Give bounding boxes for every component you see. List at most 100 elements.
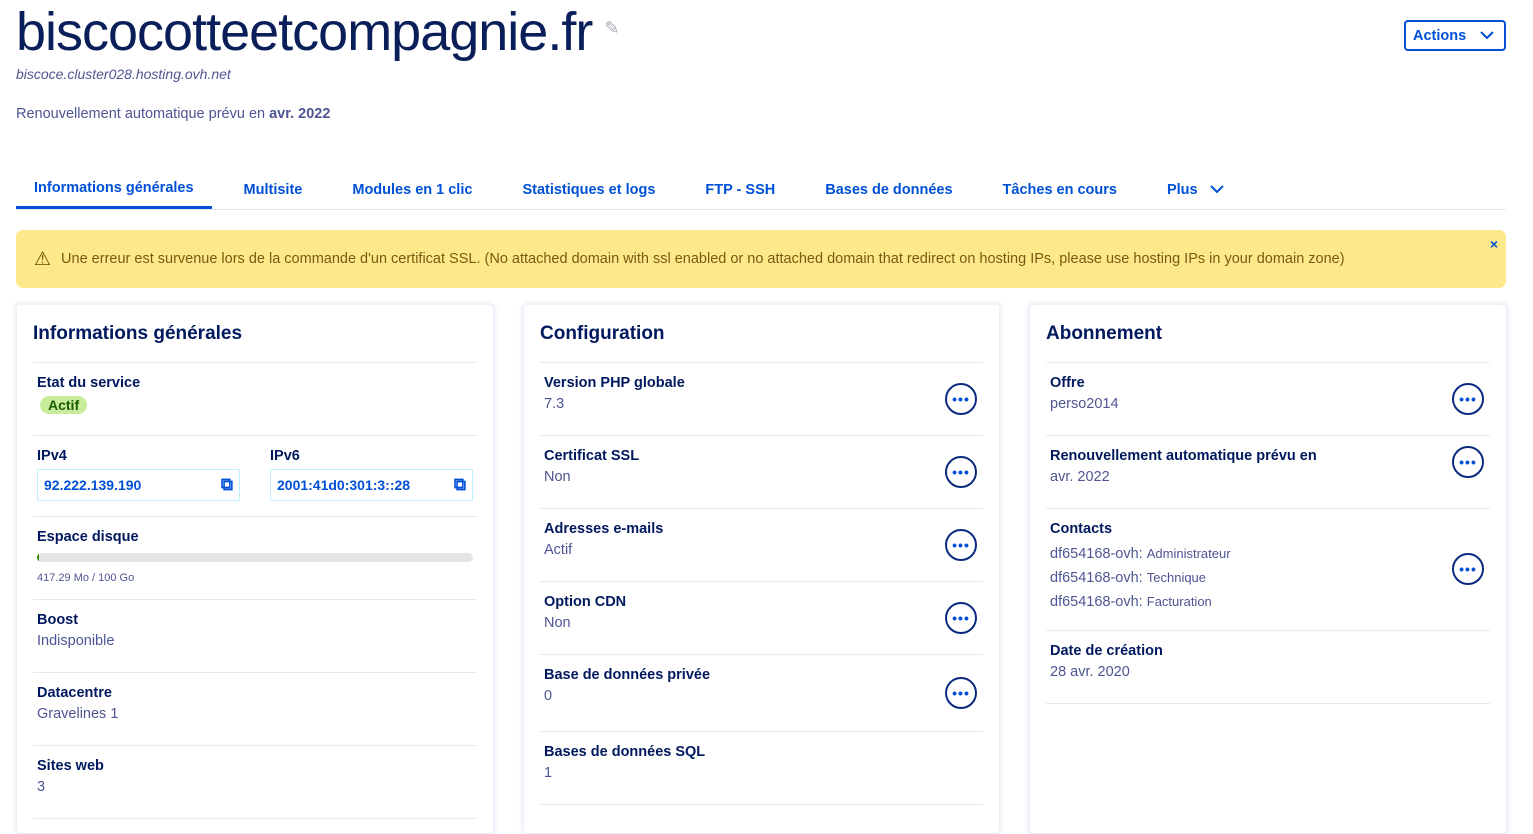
ip-row: IPv4 92.222.139.190 ⧉ IPv6 2001:41d0:301:… [33, 435, 477, 516]
tab-general-info[interactable]: Informations générales [16, 170, 212, 209]
ipv6-field[interactable]: 2001:41d0:301:3::28 ⧉ [270, 469, 473, 501]
divider [540, 804, 983, 817]
ipv6-value: 2001:41d0:301:3::28 [277, 477, 411, 493]
tab-tasks[interactable]: Tâches en cours [1002, 181, 1117, 198]
label: Version PHP globale [544, 375, 685, 391]
renewal-info: Renouvellement automatique prévu en avr.… [16, 106, 330, 122]
disk-usage-fill [37, 553, 40, 562]
private-db-row: Base de données privée 0 ••• [540, 654, 983, 731]
value: 28 avr. 2020 [1050, 664, 1130, 680]
ipv4-field[interactable]: 92.222.139.190 ⧉ [37, 469, 240, 501]
disk-usage-bar [37, 553, 473, 562]
renewal-row: Renouvellement automatique prévu en avr. … [1046, 435, 1490, 508]
chevron-down-icon [1480, 31, 1494, 40]
contact-id: df654168-ovh: [1050, 594, 1143, 610]
chevron-down-icon [1209, 185, 1224, 194]
websites-row: Sites web 3 [33, 745, 477, 818]
contact-role: Facturation [1146, 594, 1212, 609]
value: Non [544, 615, 571, 631]
tab-databases[interactable]: Bases de données [825, 181, 953, 198]
boost-row: Boost Indisponible [33, 599, 477, 672]
value: Indisponible [37, 633, 115, 649]
more-options-button[interactable]: ••• [945, 677, 977, 709]
actions-button[interactable]: Actions [1404, 20, 1506, 51]
copy-icon[interactable]: ⧉ [220, 475, 233, 494]
value: 3 [37, 779, 46, 795]
hostname: biscoce.cluster028.hosting.ovh.net [16, 66, 231, 82]
edit-pencil-icon[interactable]: ✎ [604, 17, 620, 38]
contacts-row: Contacts df654168-ovh: Administrateur df… [1046, 508, 1490, 630]
tab-more-label: Plus [1166, 181, 1198, 198]
label: Option CDN [544, 594, 627, 610]
card-title: Abonnement [1046, 323, 1163, 344]
label: Espace disque [37, 529, 139, 545]
disk-row: Espace disque 417.29 Mo / 100 Go [33, 516, 477, 599]
value: avr. 2022 [1050, 469, 1110, 485]
more-options-button[interactable]: ••• [945, 602, 977, 634]
cdn-row: Option CDN Non ••• [540, 581, 983, 654]
label: Datacentre [37, 685, 112, 701]
page-title: biscocotteetcompagnie.fr [16, 2, 593, 62]
tab-modules[interactable]: Modules en 1 clic [352, 181, 473, 198]
label: Adresses e-mails [544, 521, 664, 537]
more-options-button[interactable]: ••• [945, 383, 977, 415]
label: Sites web [37, 758, 104, 774]
more-options-button[interactable]: ••• [1452, 446, 1484, 478]
divider [1046, 703, 1490, 716]
alert-message: Une erreur est survenue lors de la comma… [61, 251, 1345, 267]
value: Gravelines 1 [37, 706, 119, 722]
renewal-text: Renouvellement automatique prévu en [16, 106, 266, 122]
tab-more[interactable]: Plus [1149, 170, 1242, 209]
tab-multisite[interactable]: Multisite [243, 181, 303, 198]
divider [33, 818, 477, 831]
actions-label: Actions [1413, 27, 1467, 44]
contact-role: Administrateur [1146, 546, 1231, 561]
label: Etat du service [37, 375, 141, 391]
label: Offre [1050, 375, 1085, 391]
card-title: Informations générales [33, 323, 243, 344]
warning-icon: ⚠ [34, 248, 52, 270]
offer-row: Offre perso2014 ••• [1046, 362, 1490, 435]
title-bar: biscocotteetcompagnie.fr ✎ [16, 2, 619, 62]
card-title: Configuration [540, 323, 665, 344]
contact-item: df654168-ovh: Facturation [1050, 590, 1486, 614]
subscription-card: Abonnement Offre perso2014 ••• Renouvellem… [1029, 304, 1507, 834]
label: Date de création [1050, 643, 1163, 659]
value: 7.3 [544, 396, 565, 412]
contact-id: df654168-ovh: [1050, 546, 1143, 562]
more-options-button[interactable]: ••• [1452, 383, 1484, 415]
datacenter-row: Datacentre Gravelines 1 [33, 672, 477, 745]
tab-stats-logs[interactable]: Statistiques et logs [522, 181, 656, 198]
sql-db-row: Bases de données SQL 1 [540, 731, 983, 804]
value: 0 [544, 688, 553, 704]
contact-role: Technique [1146, 570, 1207, 585]
creation-date-row: Date de création 28 avr. 2020 [1046, 630, 1490, 703]
label: Certificat SSL [544, 448, 640, 464]
tab-bar: Informations générales Multisite Modules… [16, 170, 1506, 210]
more-options-button[interactable]: ••• [945, 529, 977, 561]
status-badge: Actif [40, 396, 88, 414]
value: perso2014 [1050, 396, 1119, 412]
service-state-row: Etat du service Actif [33, 362, 477, 435]
value: Non [544, 469, 571, 485]
value: 1 [544, 765, 553, 781]
more-options-button[interactable]: ••• [1452, 553, 1484, 585]
general-info-card: Informations générales Etat du service A… [16, 304, 494, 834]
copy-icon[interactable]: ⧉ [453, 475, 466, 494]
label: IPv4 [37, 448, 67, 464]
close-icon[interactable]: × [1489, 236, 1498, 252]
tab-ftp-ssh[interactable]: FTP - SSH [705, 181, 776, 198]
emails-row: Adresses e-mails Actif ••• [540, 508, 983, 581]
label: Contacts [1050, 521, 1113, 537]
value: Actif [544, 542, 573, 558]
contact-item: df654168-ovh: Technique [1050, 566, 1486, 590]
ssl-row: Certificat SSL Non ••• [540, 435, 983, 508]
more-options-button[interactable]: ••• [945, 456, 977, 488]
label: Base de données privée [544, 667, 711, 683]
contact-id: df654168-ovh: [1050, 570, 1143, 586]
ipv4-value: 92.222.139.190 [44, 477, 142, 493]
label: Renouvellement automatique prévu en [1050, 448, 1317, 464]
label: Bases de données SQL [544, 744, 706, 760]
label: Boost [37, 612, 79, 628]
contact-item: df654168-ovh: Administrateur [1050, 542, 1486, 566]
